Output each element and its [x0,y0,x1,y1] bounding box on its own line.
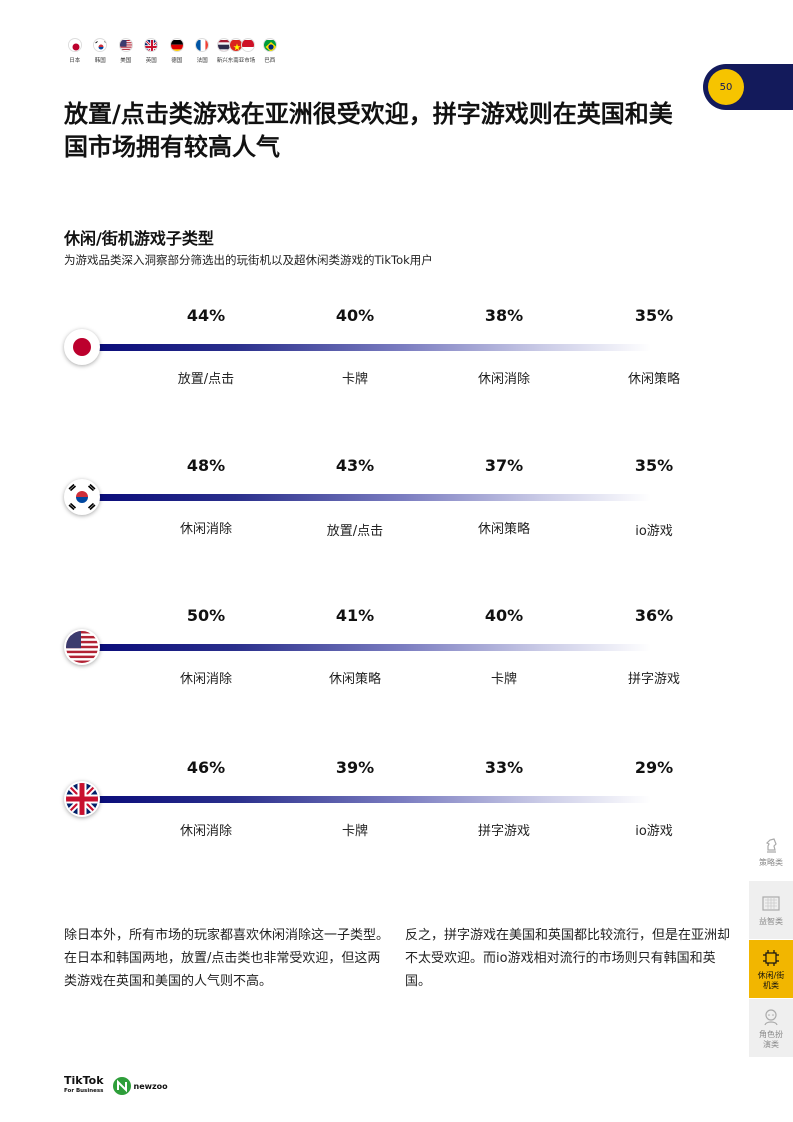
side-nav-label: 休闲/街机类 [757,970,785,990]
share-value: 37% [484,456,524,475]
page-number: 50 [708,69,744,105]
circuit-icon [763,949,779,966]
share-value: 44% [186,306,226,325]
gradient-bar [96,644,651,651]
body-paragraph-right: 反之，拼字游戏在美国和英国都比较流行，但是在亚洲却不太受欢迎。而io游戏相对流行… [405,928,731,989]
france-flag-icon [195,38,210,52]
subgenre-label: io游戏 [635,524,673,539]
share-value: 48% [186,456,226,475]
share-value: 40% [484,606,524,625]
subgenre-label: 放置/点击 [326,524,384,539]
subgenre-label: 休闲策略 [328,672,381,687]
side-nav-roleplay[interactable]: 角色扮演类 [749,999,793,1057]
nav-flag-korea[interactable]: 韩国 [88,38,114,64]
subgenre-label: 休闲策略 [627,372,680,387]
nav-flag-label: 英国 [145,58,157,64]
tiktok-logo-text: TikTok [64,1074,104,1087]
newzoo-logo: newzoo [112,1076,168,1096]
gradient-bar [96,494,651,501]
character-icon [764,1008,778,1025]
subgenre-label: 卡牌 [490,672,517,687]
usa-flag-icon [64,629,100,665]
subgenre-label: 休闲策略 [477,522,530,537]
share-value: 35% [634,306,674,325]
chess-knight-icon [765,837,777,853]
subgenre-label: 拼字游戏 [477,824,530,839]
market-flag-nav: 日本 韩国 美国 英国 德国 法国 新兴东南亚市 [62,38,283,64]
share-value: 36% [634,606,674,625]
page-number-tab: 50 [703,64,793,110]
subgenre-label: io游戏 [635,824,673,839]
nav-flag-label: 日本 [69,58,81,64]
korea-flag-icon [93,38,108,52]
side-nav-casual-arcade[interactable]: 休闲/街机类 [749,940,793,998]
tiktok-business-logo: TikTok For Business [64,1074,104,1096]
germany-flag-icon [169,38,184,52]
nav-flag-sea[interactable]: 新兴东南亚市场 [215,38,257,64]
subgenre-label: 拼字游戏 [627,672,680,687]
share-value: 38% [484,306,524,325]
newzoo-logo-text: newzoo [133,1081,168,1091]
side-nav-label: 角色扮演类 [759,1029,783,1049]
nav-flag-france[interactable]: 法国 [190,38,216,64]
subgenre-label: 休闲消除 [179,824,232,839]
side-nav-label: 益智类 [759,916,783,926]
side-nav-puzzle[interactable]: 益智类 [749,881,793,939]
nav-flag-label: 法国 [196,58,208,64]
nav-flag-brazil[interactable]: 巴西 [257,38,283,64]
share-value: 50% [186,606,226,625]
gradient-bar [96,344,651,351]
market-row: 50% 休闲消除 41% 休闲策略 40% 卡牌 36% 拼字游戏 [0,596,793,706]
usa-flag-icon [118,38,133,52]
share-value: 29% [634,758,674,777]
nav-flag-label: 巴西 [264,58,276,64]
japan-flag-icon [67,38,82,52]
market-row: 48% 休闲消除 43% 放置/点击 37% 休闲策略 35% io游戏 [0,446,793,556]
nav-flag-japan[interactable]: 日本 [62,38,88,64]
subgenre-label: 休闲消除 [179,672,232,687]
nav-flag-label: 美国 [120,58,132,64]
share-value: 41% [335,606,375,625]
footer-logos: TikTok For Business newzoo [64,1074,168,1096]
share-value: 40% [335,306,375,325]
nav-flag-germany[interactable]: 德国 [164,38,190,64]
share-value: 43% [335,456,375,475]
sea-flags-icon [217,38,255,52]
puzzle-grid-icon [762,895,780,911]
section-description: 为游戏品类深入洞察部分筛选出的玩街机以及超休闲类游戏的TikTok用户 [64,253,433,267]
subgenre-label: 休闲消除 [477,372,530,387]
side-nav-label: 策略类 [759,857,783,867]
nav-flag-uk[interactable]: 英国 [139,38,165,64]
market-row: 44% 放置/点击 40% 卡牌 38% 休闲消除 35% 休闲策略 [0,296,793,406]
body-paragraph-left: 除日本外，所有市场的玩家都喜欢休闲消除这一子类型。在日本和韩国两地，放置/点击类… [64,928,390,989]
uk-flag-icon [144,38,159,52]
brazil-flag-icon [262,38,277,52]
subgenre-label: 卡牌 [341,824,368,839]
subgenre-label: 卡牌 [341,372,368,387]
nav-flag-label: 韩国 [94,58,106,64]
uk-flag-icon [64,781,100,817]
share-value: 33% [484,758,524,777]
newzoo-mark-icon [112,1077,131,1095]
nav-flag-label: 新兴东南亚市场 [216,58,256,64]
share-value: 46% [186,758,226,777]
market-row: 46% 休闲消除 39% 卡牌 33% 拼字游戏 29% io游戏 [0,748,793,858]
subgenre-label: 休闲消除 [179,522,232,537]
side-nav-strategy[interactable]: 策略类 [749,822,793,880]
nav-flag-usa[interactable]: 美国 [113,38,139,64]
subgenre-label: 放置/点击 [177,372,235,387]
page-title: 放置/点击类游戏在亚洲很受欢迎，拼字游戏则在英国和美国市场拥有较高人气 [64,100,673,161]
section-subtitle: 休闲/街机游戏子类型 [64,229,214,248]
share-value: 39% [335,758,375,777]
korea-flag-icon [64,479,100,515]
tiktok-logo-subtext: For Business [64,1088,104,1094]
nav-flag-label: 德国 [171,58,183,64]
share-value: 35% [634,456,674,475]
gradient-bar [96,796,651,803]
japan-flag-icon [64,329,100,365]
